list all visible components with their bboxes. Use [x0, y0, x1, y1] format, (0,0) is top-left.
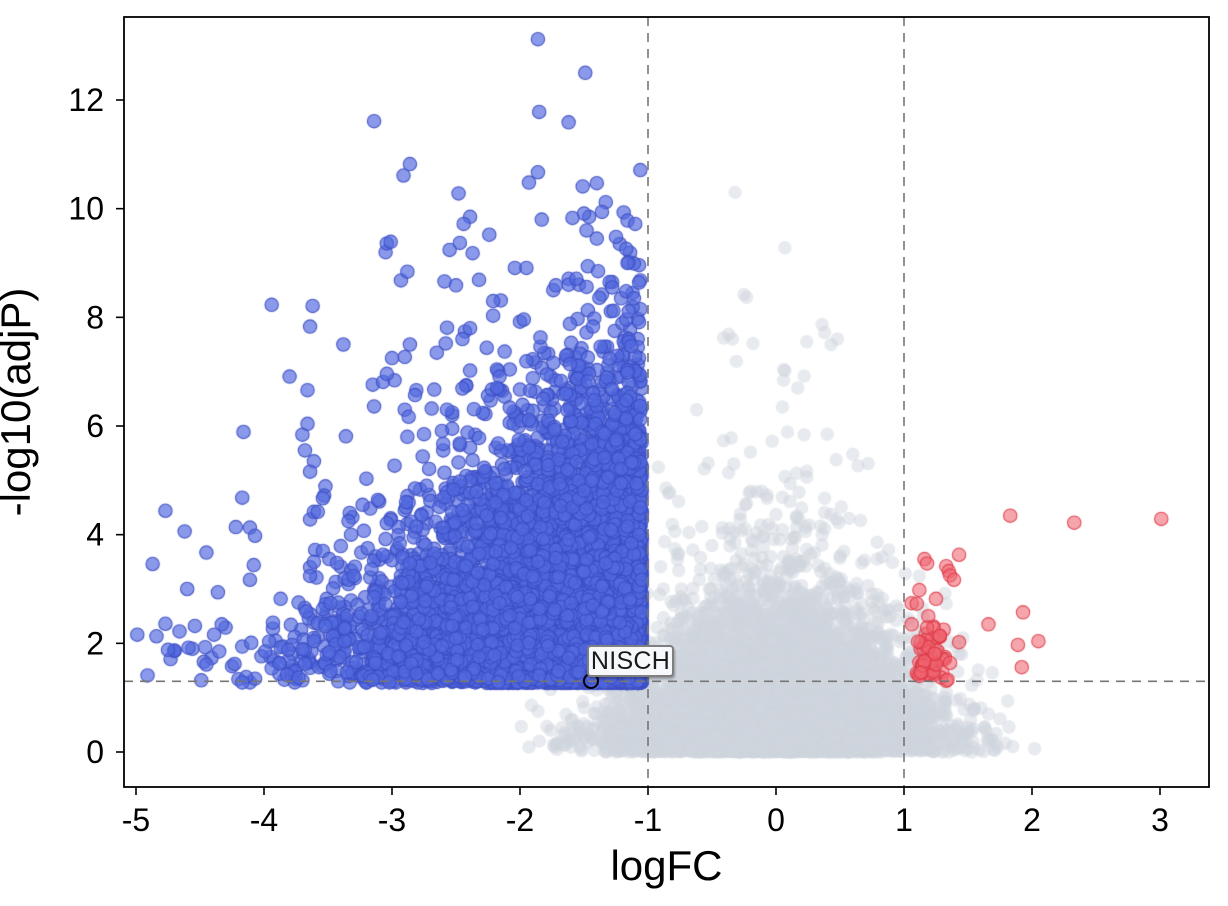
svg-text:6: 6 [86, 408, 104, 444]
svg-text:2: 2 [86, 625, 104, 661]
svg-text:0: 0 [86, 734, 104, 770]
svg-text:-4: -4 [250, 802, 278, 838]
svg-text:2: 2 [1023, 802, 1041, 838]
svg-text:0: 0 [767, 802, 785, 838]
svg-text:1: 1 [895, 802, 913, 838]
svg-text:logFC: logFC [610, 842, 722, 889]
svg-text:-5: -5 [122, 802, 150, 838]
svg-text:4: 4 [86, 517, 104, 553]
svg-text:-2: -2 [506, 802, 534, 838]
svg-text:-1: -1 [634, 802, 662, 838]
svg-text:12: 12 [68, 82, 104, 118]
svg-text:3: 3 [1151, 802, 1169, 838]
svg-text:-log10(adjP): -log10(adjP) [0, 288, 39, 517]
svg-text:8: 8 [86, 299, 104, 335]
svg-text:-3: -3 [378, 802, 406, 838]
svg-text:10: 10 [68, 191, 104, 227]
